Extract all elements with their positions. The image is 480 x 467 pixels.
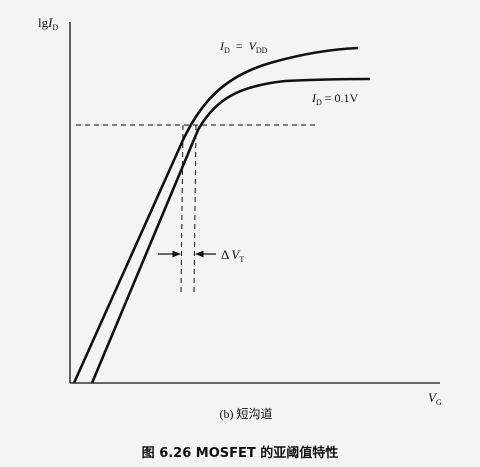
label-vd-vdd: ID = VDD: [219, 39, 268, 55]
curve-vd-0.1v: [90, 77, 371, 384]
vt-line-2: [193, 124, 197, 293]
y-axis-label: lgID: [38, 15, 58, 32]
figure-caption: 图 6.26 MOSFET 的亚阈值特性: [142, 445, 339, 461]
subcaption: (b) 短沟道: [220, 407, 273, 421]
curve-vd-vdd: [72, 46, 359, 384]
delta-vt-label: Δ VT: [221, 247, 244, 264]
vt-line-1: [180, 124, 184, 293]
label-vd-0.1v: ID = 0.1V: [311, 91, 359, 107]
x-axis-label: VG: [428, 390, 442, 407]
